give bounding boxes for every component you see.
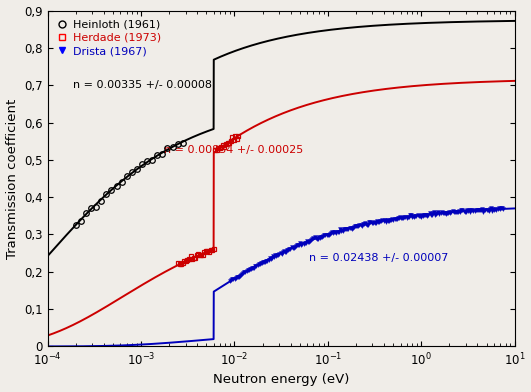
Text: n = 0.02438 +/- 0.00007: n = 0.02438 +/- 0.00007 — [309, 253, 449, 263]
Legend: Heinloth (1961), Herdade (1973), Drista (1967): Heinloth (1961), Herdade (1973), Drista … — [53, 16, 165, 60]
Text: n = 0.00335 +/- 0.00008: n = 0.00335 +/- 0.00008 — [73, 80, 212, 90]
Y-axis label: Transmission coefficient: Transmission coefficient — [5, 98, 19, 259]
X-axis label: Neutron energy (eV): Neutron energy (eV) — [213, 374, 349, 387]
Text: n = 0.00834 +/- 0.00025: n = 0.00834 +/- 0.00025 — [165, 145, 304, 155]
